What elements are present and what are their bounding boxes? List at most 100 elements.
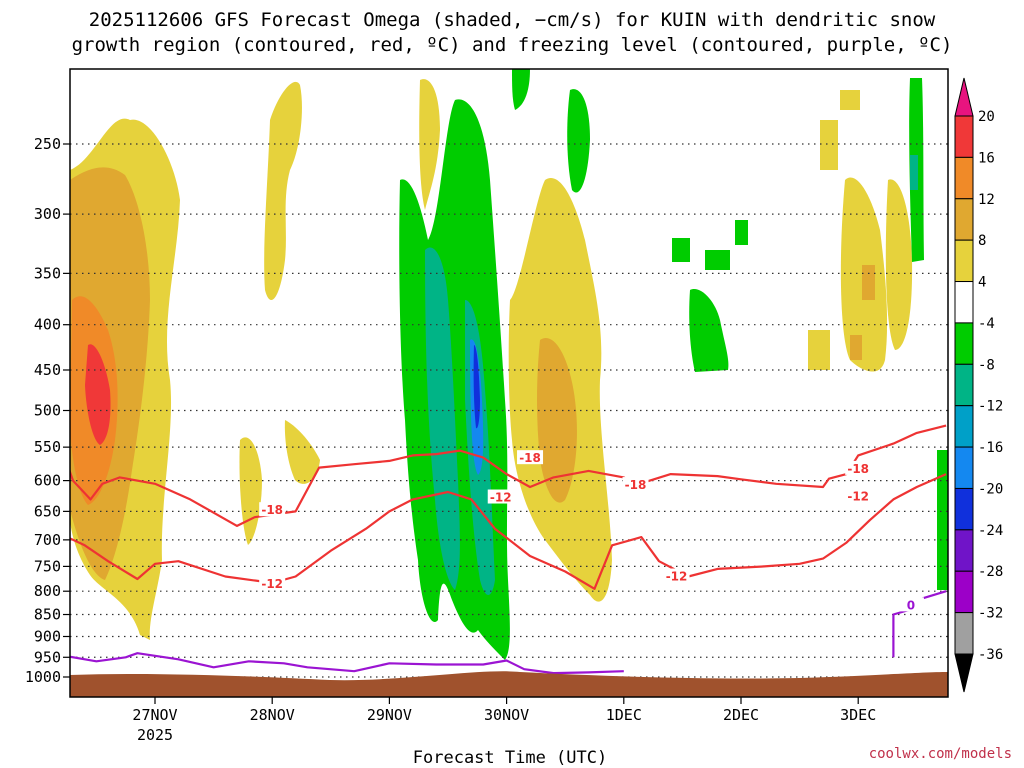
y-tick-label-800: 800 [34, 582, 61, 600]
omega-region-green-2dec [735, 220, 748, 245]
omega-region-teal-3dec [910, 155, 918, 190]
chart-title-line-2: growth region (contoured, red, ºC) and f… [72, 34, 953, 56]
colorbar-label-11: -28 [978, 564, 1003, 580]
colorbar-label-5: -4 [978, 316, 995, 332]
omega-region-sinking-blue [473, 345, 480, 429]
x-tick-label-6: 3DEC [840, 706, 876, 724]
y-tick-label-300: 300 [34, 205, 61, 223]
omega-region-max-left [85, 344, 111, 445]
omega-region-yellow-29nov [419, 79, 440, 210]
contour-line-0 [70, 424, 947, 527]
contour-label-bg-1-1 [487, 489, 514, 504]
contour-label-1-2: -12 [666, 570, 688, 584]
x-tick-label-4: 1DEC [606, 706, 642, 724]
colorbar-label-1: 16 [978, 150, 995, 166]
contour-label-0-3: -18 [847, 462, 869, 476]
colorbar-segment-3 [954, 239, 974, 283]
contour-label-bg-3-0 [897, 597, 924, 612]
x-tick-label-2: 29NOV [367, 706, 412, 724]
contour-label-bg-0-0 [259, 502, 286, 517]
colorbar-label-10: -24 [978, 523, 1003, 539]
omega-region-yellow-28nov-mid [284, 420, 320, 484]
omega-region-green-1dec-c [705, 250, 730, 270]
colorbar-label-9: -20 [978, 481, 1003, 497]
contour-label-1-3: -12 [847, 489, 869, 503]
colorbar-segment-5 [954, 322, 974, 365]
contour-label-1-0: -12 [261, 577, 283, 591]
contour-label-bg-1-2 [663, 568, 690, 583]
contour-label-1-1: -12 [490, 491, 512, 505]
colorbar-label-0: 20 [978, 109, 995, 125]
contour-label-bg-1-0 [259, 575, 286, 590]
contour-label-bg-0-1 [517, 450, 544, 465]
contour-label-bg-0-3 [845, 460, 872, 475]
colorbar-label-3: 8 [978, 233, 986, 249]
colorbar-segment-2 [954, 198, 974, 241]
y-axis: 250 300 350 400 450 500 550 600 650 700 750 800 850 9… [25, 135, 70, 686]
colorbar-segment-7 [954, 405, 974, 448]
y-tick-label-400: 400 [34, 316, 61, 334]
omega-shading [70, 69, 948, 660]
colorbar-segment-12 [954, 612, 974, 655]
y-tick-label-600: 600 [34, 472, 61, 490]
contour-label-0-2: -18 [625, 478, 647, 492]
y-tick-label-700: 700 [34, 531, 61, 549]
omega-region-orange-30nov [537, 338, 577, 503]
x-tick-label-3: 30NOV [484, 706, 529, 724]
temperature-contours: -18 -18 -18 -18 -12 -12 -12 -12 0 [70, 424, 947, 675]
omega-region-sinking-teal [425, 247, 460, 590]
contour-label-bg-1-3 [845, 488, 872, 503]
colorbar-label-2: 12 [978, 192, 995, 208]
colorbar-label-6: -8 [978, 357, 995, 373]
x-axis: 27NOV 28NOV 29NOV 30NOV 1DEC 2DEC 3DEC 2025 [132, 697, 876, 744]
omega-region-yellow-28nov [264, 81, 302, 300]
y-tick-label-850: 850 [34, 606, 61, 624]
terrain-surface [70, 671, 948, 697]
y-tick-label-350: 350 [34, 264, 61, 282]
colorbar-bottom-arrow [954, 653, 974, 693]
colorbar-segment-11 [954, 570, 974, 614]
y-tick-label-650: 650 [34, 502, 61, 520]
omega-region-green-30nov-top [512, 69, 530, 110]
y-tick-label-950: 950 [34, 648, 61, 666]
y-tick-label-900: 900 [34, 627, 61, 645]
y-tick-label-1000: 1000 [25, 668, 61, 686]
y-tick-label-500: 500 [34, 402, 61, 420]
colorbar-label-4: 4 [978, 275, 986, 291]
omega-region-yellow-3dec-right [885, 179, 913, 350]
y-tick-label-450: 450 [34, 361, 61, 379]
contour-label-3-0: 0 [907, 598, 915, 612]
omega-region-green-1dec-a [672, 238, 690, 262]
colorbar-segment-4 [954, 281, 974, 324]
omega-region-green-30nov-upper [567, 89, 590, 193]
contour-line-1 [70, 473, 947, 590]
omega-region-yellow-3dec-upper [820, 120, 838, 170]
omega-region-yellow-3dec-low [850, 335, 862, 360]
omega-region-yellow-28nov-low [239, 437, 262, 545]
colorbar-top-arrow [954, 77, 974, 117]
plot-frame [69, 68, 949, 698]
y-tick-label-550: 550 [34, 438, 61, 456]
plot-area: -18 -18 -18 -18 -12 -12 -12 -12 0 [70, 69, 948, 697]
chart-title-line-1: 2025112606 GFS Forecast Omega (shaded, −… [89, 9, 936, 31]
x-axis-title: Forecast Time (UTC) [413, 748, 607, 768]
contour-line-2 [70, 652, 624, 675]
contour-label-0-1: -18 [519, 451, 541, 465]
x-tick-label-5: 2DEC [723, 706, 759, 724]
omega-region-green-3dec-low [937, 450, 948, 590]
colorbar-segment-0 [954, 115, 974, 158]
colorbar-label-13: -36 [978, 647, 1003, 663]
x-tick-label-0: 27NOV [132, 706, 177, 724]
colorbar-segment-6 [954, 363, 974, 407]
colorbar-label-8: -16 [978, 440, 1003, 456]
contour-label-bg-0-2 [622, 477, 649, 492]
colorbar-segment-10 [954, 529, 974, 572]
contour-label-0-0: -18 [261, 503, 283, 517]
y-tick-label-750: 750 [34, 557, 61, 575]
y-tick-label-250: 250 [34, 135, 61, 153]
omega-region-yellow-3dec-left [808, 330, 830, 370]
colorbar-segment-1 [954, 156, 974, 200]
x-year-label: 2025 [137, 726, 173, 744]
colorbar-label-12: -32 [978, 606, 1003, 622]
